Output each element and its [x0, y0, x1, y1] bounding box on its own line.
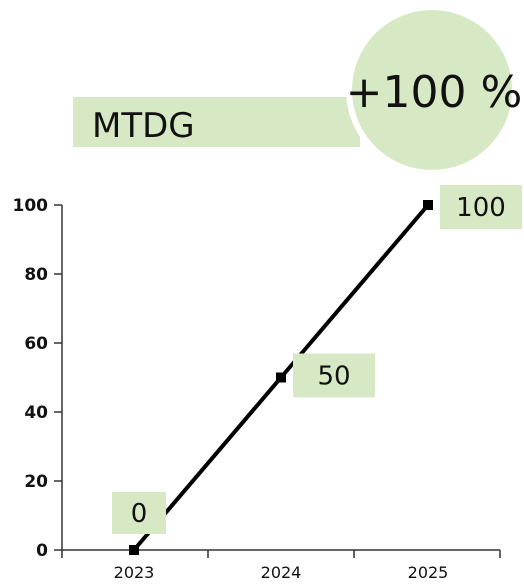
x-tick-label: 2025	[408, 563, 449, 580]
data-label-group: 0 50 100	[112, 185, 522, 534]
change-badge-circle	[346, 4, 518, 176]
data-label: 100	[456, 193, 506, 223]
y-tick-label: 0	[36, 541, 48, 561]
x-tick-label: 2023	[114, 563, 155, 580]
y-tick-label: 40	[24, 403, 48, 423]
data-label: 0	[131, 499, 148, 529]
chart-title: MTDG	[92, 106, 195, 146]
data-label-box	[112, 492, 166, 534]
change-badge-value: +100 %	[346, 67, 523, 118]
data-point-marker	[423, 200, 433, 210]
data-point-marker	[129, 545, 139, 555]
series-line-group	[129, 200, 433, 555]
y-tick-label: 20	[24, 472, 48, 492]
data-label: 50	[317, 362, 350, 392]
y-tick-label: 60	[24, 334, 48, 354]
y-tick-label: 100	[13, 196, 49, 216]
data-label-box	[293, 353, 375, 398]
title-banner	[73, 97, 360, 147]
data-point-marker	[276, 372, 286, 383]
y-tick-label: 80	[24, 265, 48, 285]
data-label-box	[440, 185, 522, 229]
axis-ticks: 0 20 40 60 80 100 2023 2024 2025	[13, 196, 501, 582]
x-tick-label: 2024	[261, 563, 302, 580]
